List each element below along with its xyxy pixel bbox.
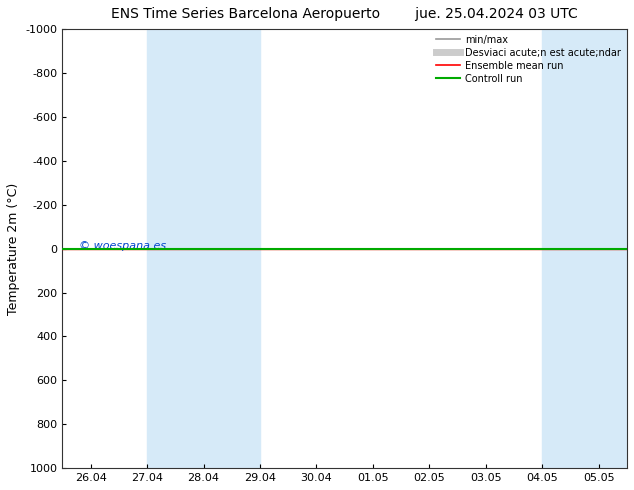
Y-axis label: Temperature 2m (°C): Temperature 2m (°C) — [7, 182, 20, 315]
Bar — [542, 29, 627, 468]
Legend: min/max, Desviaci acute;n est acute;ndar, Ensemble mean run, Controll run: min/max, Desviaci acute;n est acute;ndar… — [432, 31, 625, 88]
Bar — [147, 29, 260, 468]
Text: © woespana.es: © woespana.es — [79, 242, 167, 251]
Title: ENS Time Series Barcelona Aeropuerto        jue. 25.04.2024 03 UTC: ENS Time Series Barcelona Aeropuerto jue… — [112, 7, 578, 21]
